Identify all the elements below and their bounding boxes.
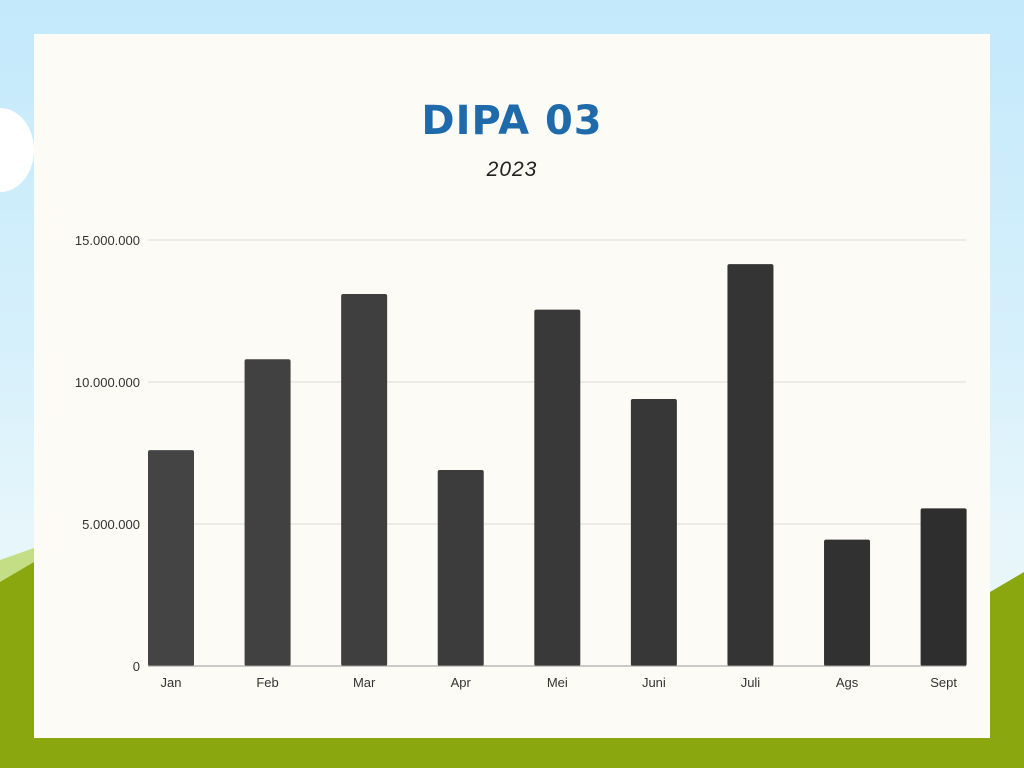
ground [0,738,1024,768]
hill-dark [0,562,34,768]
y-tick-label: 10.000.000 [75,375,140,390]
bar-juni [630,399,677,666]
y-tick-label: 15.000.000 [75,233,140,248]
bar-juli [727,264,774,666]
x-tick-label: Sept [930,675,957,690]
bar-feb [244,359,291,666]
x-tick-label: Jan [161,675,182,690]
chart-subtitle: 2023 [486,158,538,181]
y-tick-label: 0 [133,659,140,674]
x-tick-label: Apr [451,675,472,690]
hill-right [990,572,1024,768]
bar-mei [534,309,581,666]
x-tick-label: Juli [741,675,761,690]
x-tick-label: Feb [256,675,278,690]
x-tick-label: Mar [353,675,376,690]
y-tick-label: 5.000.000 [82,517,140,532]
bar-ags [824,539,871,666]
x-tick-label: Juni [642,675,666,690]
bar-mar [341,293,388,666]
x-tick-label: Mei [547,675,568,690]
x-tick-label: Ags [836,675,859,690]
chart-title: DIPA 03 [421,98,603,144]
bar-apr [437,470,484,666]
bar-jan [148,450,194,666]
cloud-decoration [0,108,34,192]
bar-sept [920,508,967,666]
